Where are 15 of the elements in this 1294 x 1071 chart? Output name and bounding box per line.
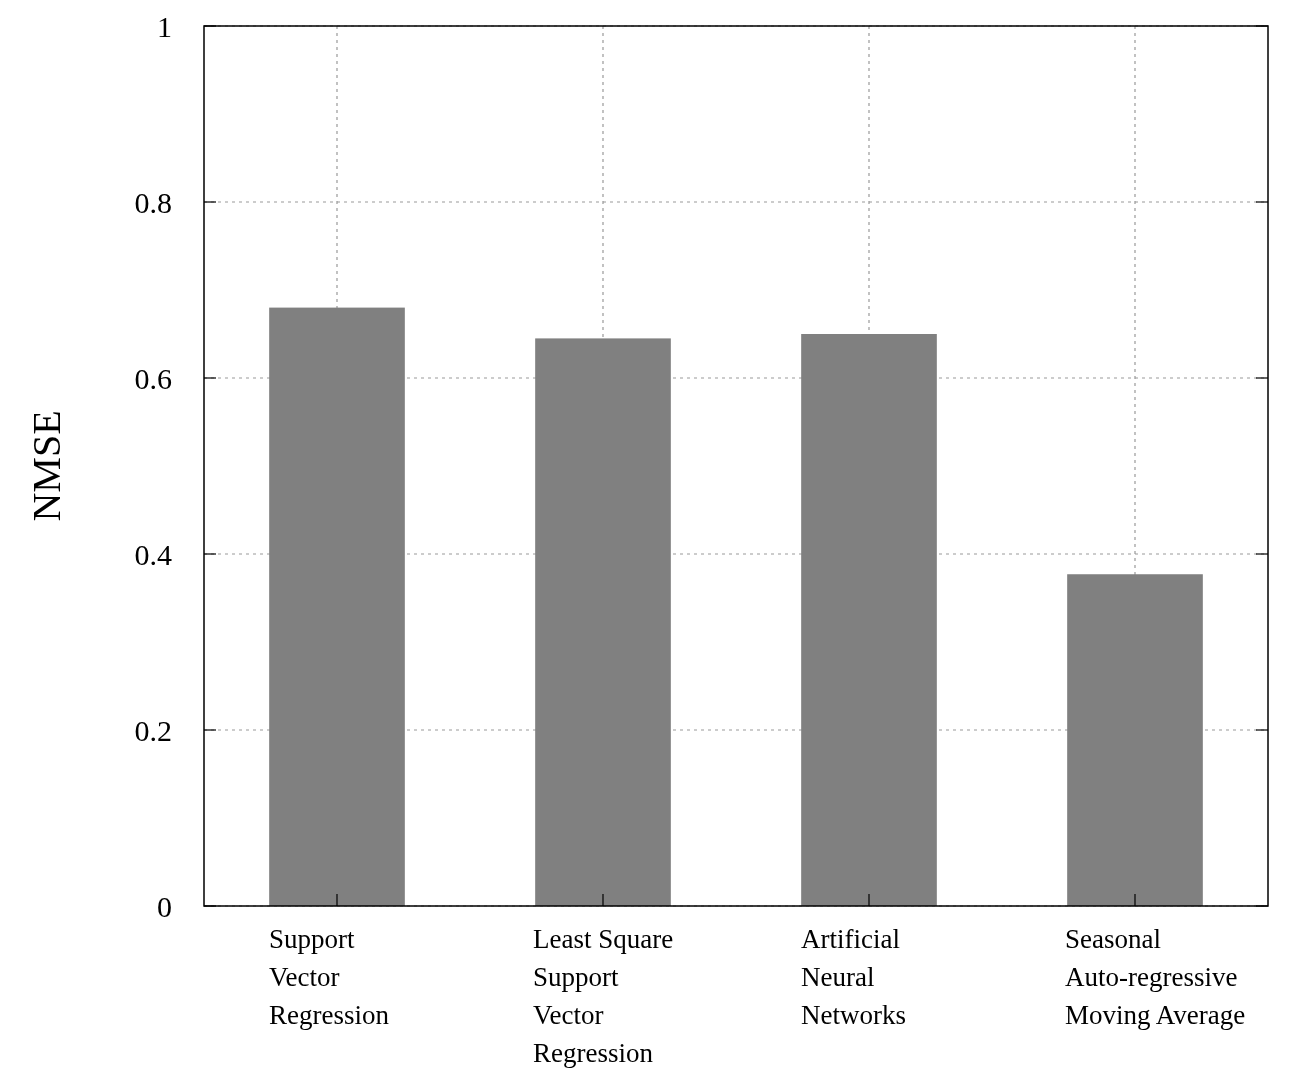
y-tick-label: 1 xyxy=(157,9,172,43)
bar xyxy=(801,334,937,906)
x-tick-label: Seasonal Auto-regressive Moving Average xyxy=(1065,924,1246,1030)
y-tick-label: 0.2 xyxy=(134,713,172,747)
x-tick-label: Artificial Neural Networks xyxy=(801,924,906,1030)
x-tick-label: Support Vector Regression xyxy=(269,924,390,1030)
y-tick-label: 0.8 xyxy=(134,185,172,219)
bar xyxy=(1067,574,1203,906)
bar xyxy=(535,338,671,906)
y-tick-label: 0.6 xyxy=(134,361,172,395)
bar xyxy=(269,307,405,906)
x-tick-label: Least Square Support Vector Regression xyxy=(533,924,674,1068)
y-axis-title: NMSE xyxy=(24,410,69,522)
y-tick-label: 0.4 xyxy=(134,537,172,571)
y-tick-label: 0 xyxy=(157,889,172,923)
